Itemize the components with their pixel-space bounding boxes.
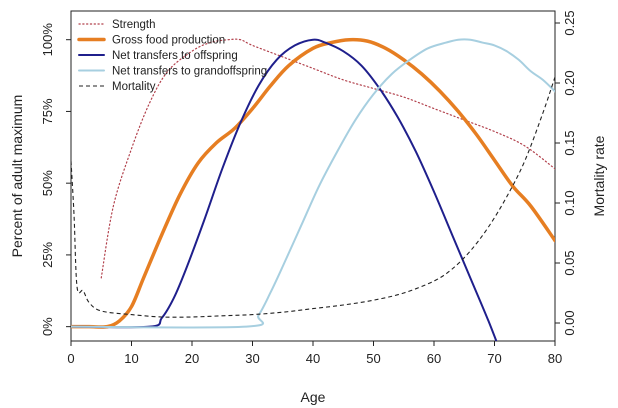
y-tick-label: 100% [40,23,55,57]
series-net-transfers-to-offspring-line [71,38,498,341]
x-axis-title: Age [301,389,326,405]
y-tick-label: 75% [40,98,55,124]
x-tick-label: 50 [366,351,380,366]
x-tick-label: 30 [245,351,259,366]
legend-label-strength: Strength [112,19,155,31]
x-axis: 0 10 20 30 40 50 60 70 80 [67,341,562,366]
series-strength-line [100,38,555,279]
y-tick-label: 25% [40,241,55,267]
x-tick-label: 80 [548,351,562,366]
series-net-transfers-to-grandoffspring-line [71,38,555,329]
x-tick-label: 40 [306,351,320,366]
y2-tick-label: 0.05 [562,250,577,275]
y-tick-label: 0% [40,317,55,336]
y2-tick-label: 0.10 [562,190,577,215]
legend: Strength Gross food production Net transfe… [77,19,267,93]
series-mortality-line [71,76,555,318]
legend-label-gross-food-production: Gross food production [112,35,225,47]
y2-tick-label: 0.00 [562,310,577,335]
legend-label-net-transfers-to-grandoffspring: Net transfers to grandoffspring [112,66,267,78]
y-axis-title: Percent of adult maximum [9,95,25,258]
legend-label-mortality: Mortality [112,81,156,93]
y2-axis-title: Mortality rate [591,135,607,216]
x-tick-label: 0 [67,351,74,366]
legend-label-net-transfers-to-offspring: Net transfers to offspring [112,50,238,62]
y2-tick-label: 0.20 [562,70,577,95]
x-tick-label: 10 [124,351,138,366]
y-tick-label: 50% [40,170,55,196]
x-tick-label: 20 [185,351,199,366]
x-tick-label: 60 [427,351,441,366]
y-axis-right: 0.00 0.05 0.10 0.15 0.20 0.25 [555,10,577,336]
y-axis-left: 0% 25% 50% 75% 100% [40,23,71,336]
y2-tick-label: 0.15 [562,130,577,155]
series-layer [71,37,555,341]
series-gross-food-production-line [71,37,555,329]
x-tick-label: 70 [487,351,501,366]
y2-tick-label: 0.25 [562,10,577,35]
